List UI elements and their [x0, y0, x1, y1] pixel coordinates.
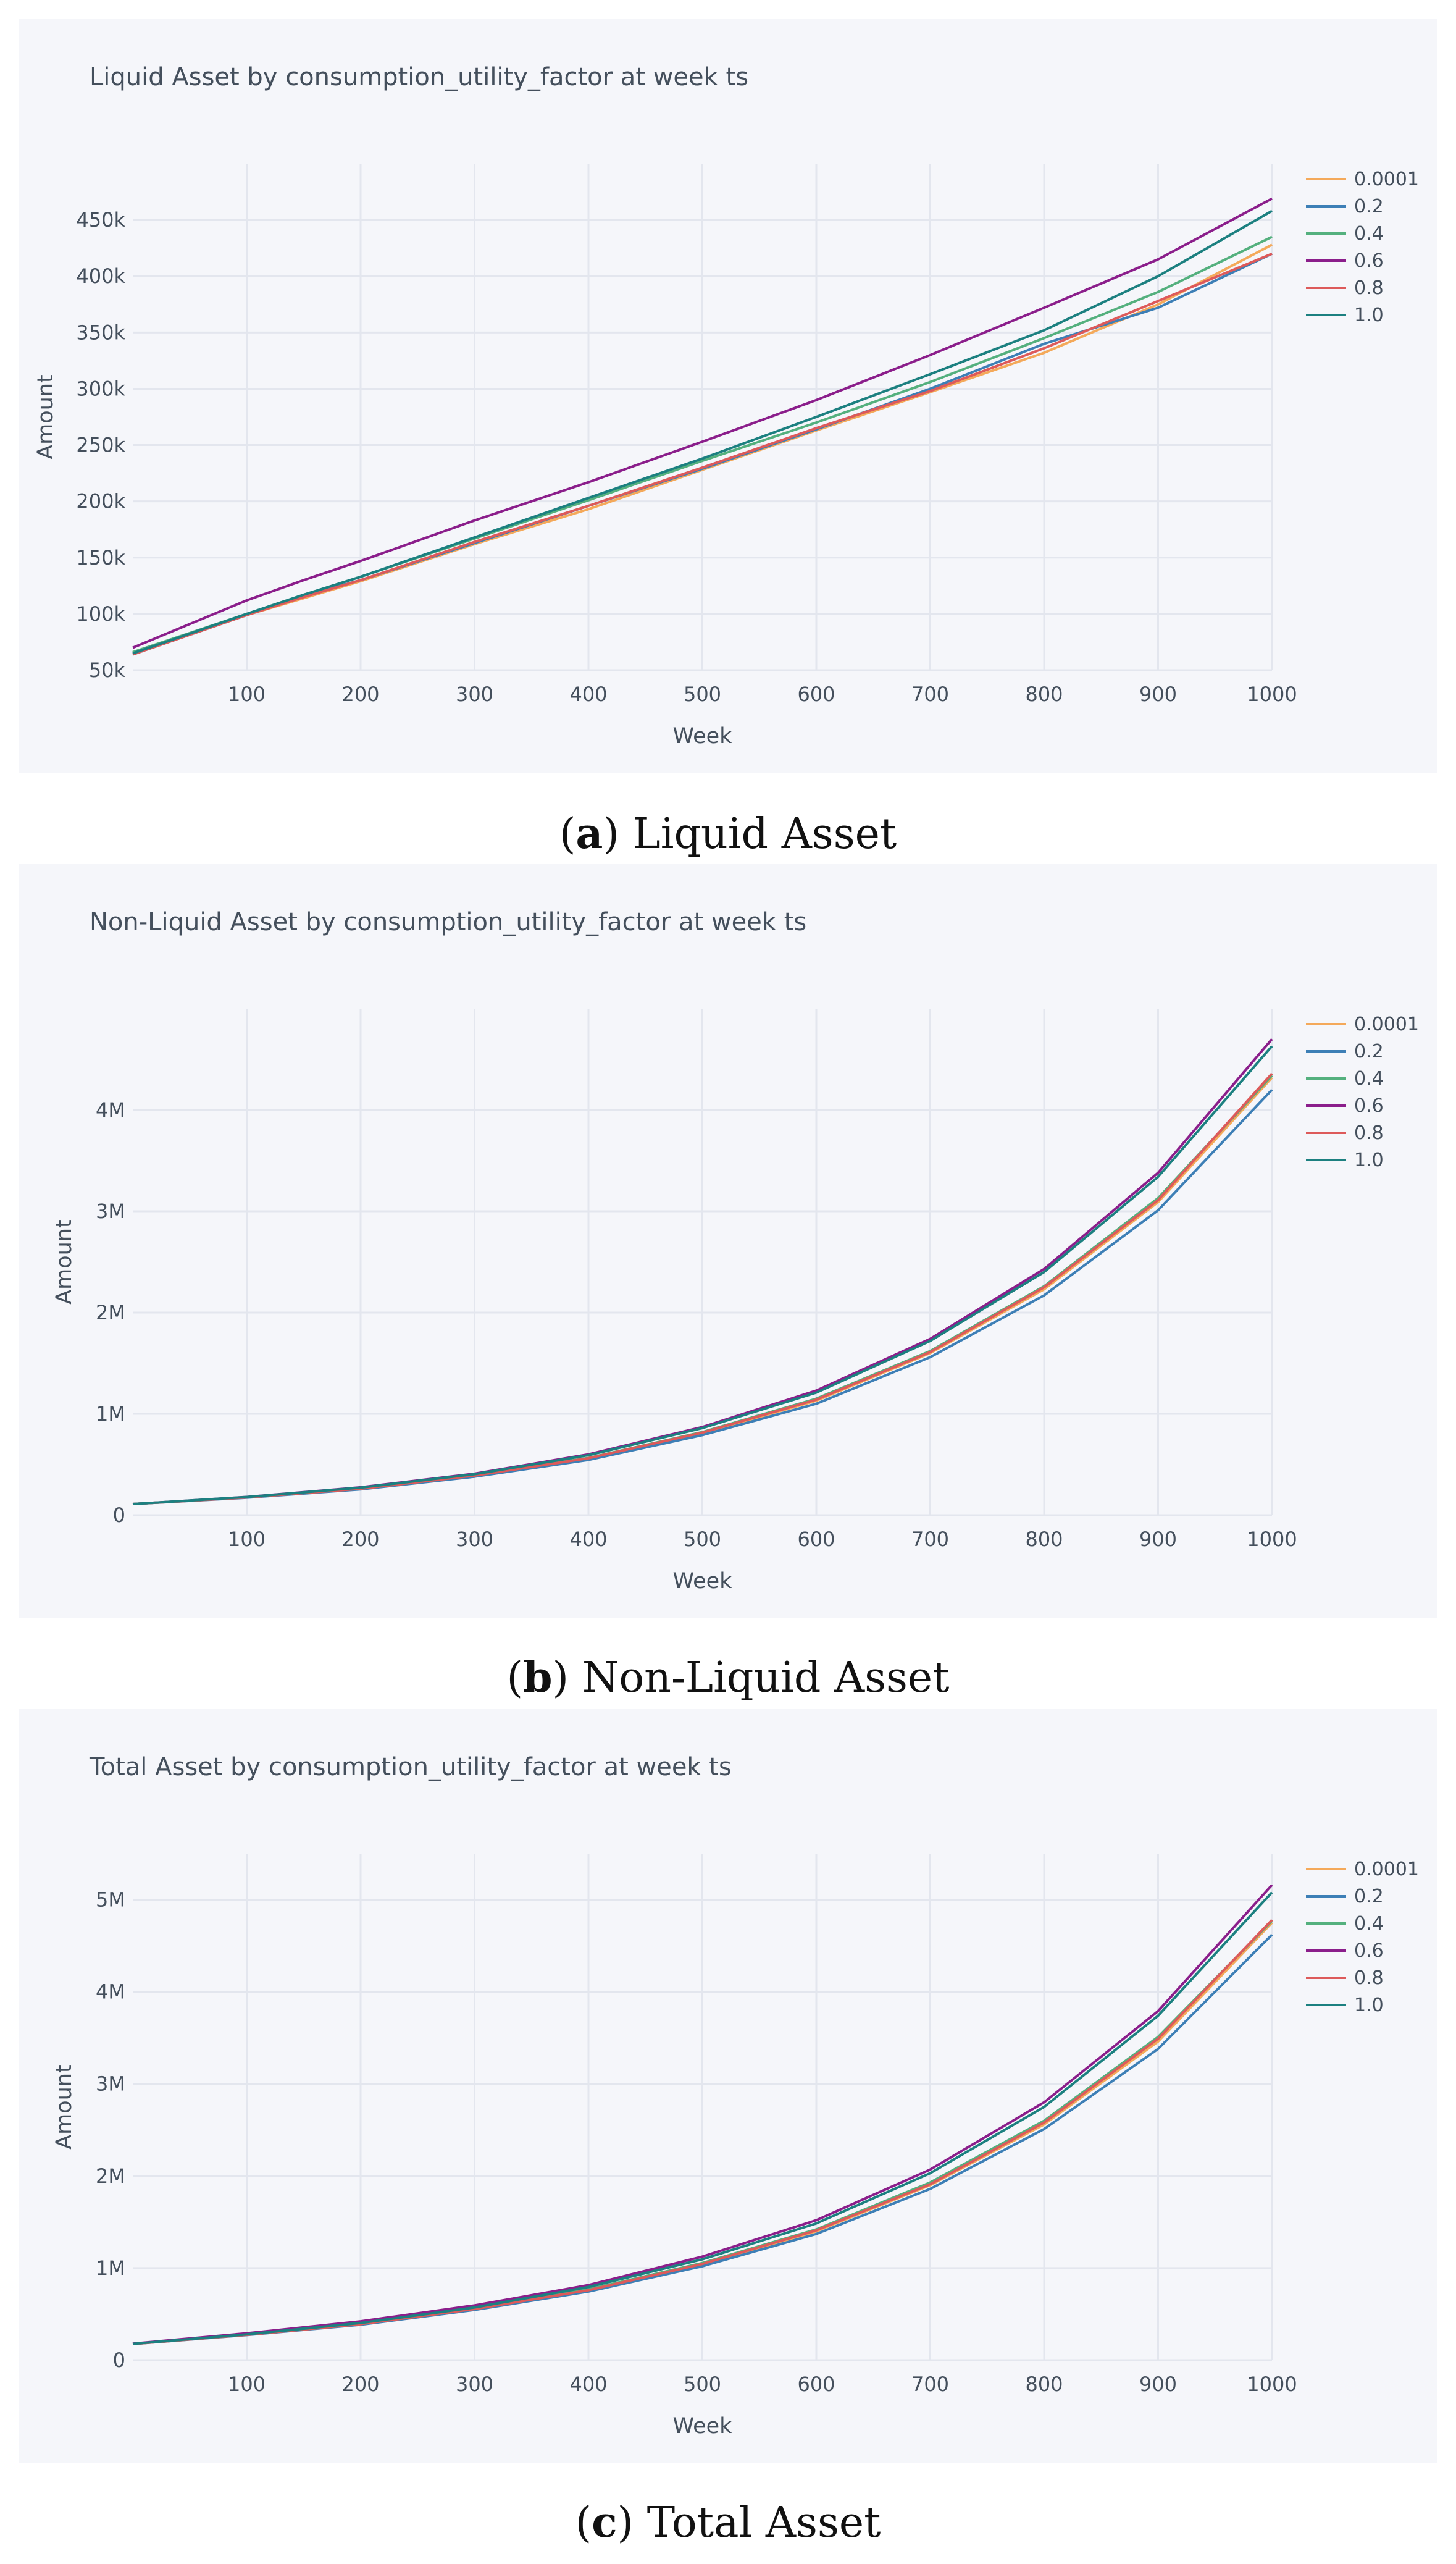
chart-title: Total Asset by consumption_utility_facto… [89, 1753, 732, 1781]
x-tick-label: 600 [797, 1528, 835, 1551]
x-tick-label: 100 [228, 1528, 266, 1551]
x-tick-label: 100 [228, 683, 266, 706]
x-tick-label: 400 [569, 1528, 607, 1551]
y-tick-label: 3M [96, 2072, 125, 2096]
x-tick-label: 200 [341, 2373, 379, 2396]
chart-panel-non-liquid: Non-Liquid Asset by consumption_utility_… [19, 864, 1437, 1618]
y-tick-label: 0 [113, 2348, 125, 2372]
legend-entry: 1.0 [1354, 305, 1384, 326]
y-tick-label: 50k [89, 658, 126, 682]
legend-entry: 0.0001 [1354, 1859, 1419, 1880]
caption-liquid: (a) Liquid Asset [559, 809, 897, 859]
legend-entry: 0.8 [1354, 1122, 1384, 1144]
x-axis-label: Week [673, 724, 733, 749]
chart-panel-total: Total Asset by consumption_utility_facto… [19, 1709, 1437, 2463]
series-line-1-0 [132, 209, 1273, 655]
x-tick-label: 500 [684, 683, 721, 706]
legend-entry: 1.0 [1354, 1150, 1384, 1171]
x-tick-label: 200 [341, 683, 379, 706]
y-tick-label: 3M [96, 1200, 125, 1223]
x-axis-label: Week [673, 2414, 733, 2439]
x-tick-label: 700 [911, 1528, 949, 1551]
x-tick-label: 1000 [1247, 2373, 1297, 2396]
legend-entry: 0.6 [1354, 1095, 1384, 1117]
caption-label: b [523, 1653, 553, 1702]
y-tick-label: 1M [96, 1402, 125, 1426]
legend-entry: 0.2 [1354, 1041, 1384, 1062]
x-tick-label: 600 [797, 2373, 835, 2396]
x-tick-label: 500 [684, 1528, 721, 1551]
caption-label: a [575, 809, 603, 859]
x-tick-label: 300 [456, 2373, 493, 2396]
chart-title: Liquid Asset by consumption_utility_fact… [90, 63, 748, 91]
chart-svg-non-liquid: Non-Liquid Asset by consumption_utility_… [52, 908, 1419, 1594]
caption-label: c [592, 2498, 617, 2547]
y-tick-label: 350k [76, 321, 125, 344]
x-tick-label: 600 [797, 683, 835, 706]
y-tick-label: 450k [76, 208, 125, 232]
legend-entry: 0.4 [1354, 223, 1384, 245]
chart-svg-total: Total Asset by consumption_utility_facto… [52, 1753, 1419, 2439]
caption-non-liquid: (b) Non-Liquid Asset [506, 1653, 950, 1702]
y-tick-label: 2M [96, 1301, 125, 1324]
y-tick-label: 250k [76, 434, 125, 457]
y-tick-label: 300k [76, 377, 125, 400]
series-line-1-0 [132, 1045, 1273, 1505]
series-line-0-8 [132, 252, 1273, 656]
y-tick-label: 4M [96, 1980, 125, 2004]
x-tick-label: 1000 [1247, 1528, 1297, 1551]
legend-entry: 0.0001 [1354, 1014, 1419, 1035]
legend-entry: 0.8 [1354, 1967, 1384, 1989]
x-tick-label: 800 [1025, 683, 1063, 706]
x-tick-label: 800 [1025, 2373, 1063, 2396]
x-tick-label: 200 [341, 1528, 379, 1551]
x-tick-label: 700 [911, 683, 949, 706]
legend-entry: 0.2 [1354, 1886, 1384, 1907]
y-tick-label: 400k [76, 264, 125, 288]
legend-entry: 0.8 [1354, 277, 1384, 299]
y-tick-label: 1M [96, 2256, 125, 2280]
chart-title: Non-Liquid Asset by consumption_utility_… [90, 908, 806, 936]
y-tick-label: 0 [113, 1503, 125, 1527]
x-axis-label: Week [673, 1569, 733, 1594]
x-tick-label: 500 [684, 2373, 721, 2396]
x-tick-label: 900 [1139, 2373, 1177, 2396]
y-tick-label: 5M [96, 1888, 125, 1912]
series-line-1-0 [132, 1891, 1273, 2345]
chart-panel-liquid: Liquid Asset by consumption_utility_fact… [19, 19, 1437, 773]
legend-entry: 0.4 [1354, 1913, 1384, 1935]
series-line-0-6 [132, 197, 1273, 649]
caption-text: Non-Liquid Asset [582, 1654, 950, 1702]
legend-entry: 0.2 [1354, 196, 1384, 217]
y-tick-label: 100k [76, 602, 125, 626]
x-tick-label: 400 [569, 683, 607, 706]
y-axis-label: Amount [52, 2064, 77, 2150]
x-tick-label: 1000 [1247, 683, 1297, 706]
x-tick-label: 300 [456, 1528, 493, 1551]
y-tick-label: 2M [96, 2164, 125, 2188]
caption-text: Total Asset [646, 2499, 881, 2547]
x-tick-label: 800 [1025, 1528, 1063, 1551]
x-tick-label: 300 [456, 683, 493, 706]
x-tick-label: 900 [1139, 683, 1177, 706]
y-tick-label: 4M [96, 1098, 125, 1122]
legend-entry: 0.6 [1354, 250, 1384, 272]
legend-entry: 0.0001 [1354, 169, 1419, 190]
x-tick-label: 900 [1139, 1528, 1177, 1551]
caption-total: (c) Total Asset [575, 2498, 881, 2547]
caption-text: Liquid Asset [632, 810, 897, 859]
legend-entry: 0.4 [1354, 1068, 1384, 1090]
y-axis-label: Amount [52, 1219, 77, 1305]
x-tick-label: 100 [228, 2373, 266, 2396]
y-tick-label: 200k [76, 490, 125, 513]
y-tick-label: 150k [76, 546, 125, 570]
series-line-0-6 [132, 1884, 1273, 2345]
y-axis-label: Amount [33, 374, 58, 460]
x-tick-label: 400 [569, 2373, 607, 2396]
legend-entry: 0.6 [1354, 1940, 1384, 1962]
legend-entry: 1.0 [1354, 1994, 1384, 2016]
chart-svg-liquid: Liquid Asset by consumption_utility_fact… [33, 63, 1419, 749]
x-tick-label: 700 [911, 2373, 949, 2396]
